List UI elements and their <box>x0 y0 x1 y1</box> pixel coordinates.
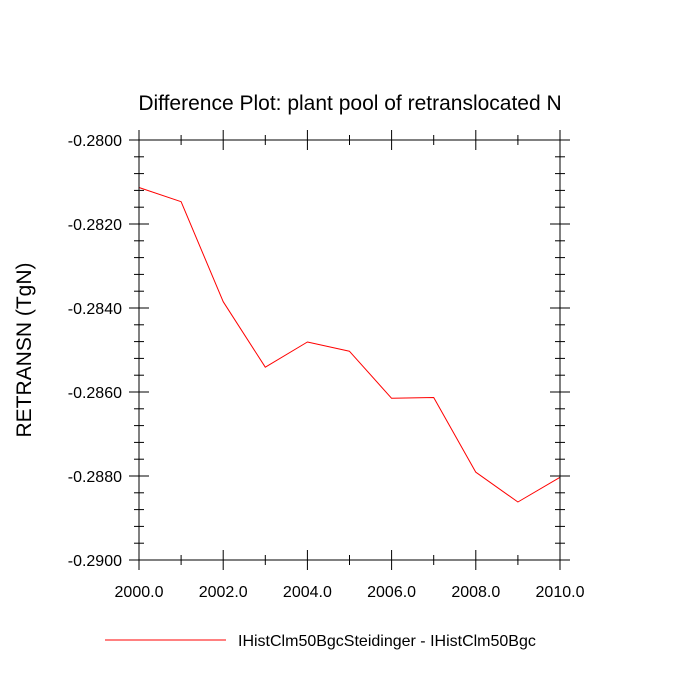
chart-title: Difference Plot: plant pool of retranslo… <box>138 92 561 115</box>
legend-label: IHistClm50BgcSteidinger - IHistClm50Bgc <box>238 633 536 650</box>
axis-ticks <box>129 130 570 570</box>
y-tick-label: -0.2840 <box>68 301 122 318</box>
x-tick-label: 2000.0 <box>115 584 164 601</box>
y-tick-label: -0.2820 <box>68 217 122 234</box>
x-tick-label: 2006.0 <box>367 584 416 601</box>
x-tick-label: 2008.0 <box>451 584 500 601</box>
y-tick-label: -0.2900 <box>68 553 122 570</box>
series-line <box>138 187 561 503</box>
x-tick-label: 2010.0 <box>536 584 585 601</box>
x-tick-label: 2002.0 <box>199 584 248 601</box>
y-tick-labels: -0.2800 -0.2820 -0.2840 -0.2860 -0.2880 -0.29… <box>68 133 122 570</box>
x-tick-labels: 2000.0 2002.0 2004.0 2006.0 2008.0 2010.0 <box>115 584 585 601</box>
y-tick-label: -0.2880 <box>68 469 122 486</box>
y-axis-label: RETRANSN (TgN) <box>13 262 36 437</box>
x-tick-label: 2004.0 <box>283 584 332 601</box>
plot-frame <box>138 139 561 561</box>
y-tick-label: -0.2800 <box>68 133 122 150</box>
legend: IHistClm50BgcSteidinger - IHistClm50Bgc <box>105 633 536 650</box>
series-lines <box>138 187 561 503</box>
y-tick-label: -0.2860 <box>68 385 122 402</box>
